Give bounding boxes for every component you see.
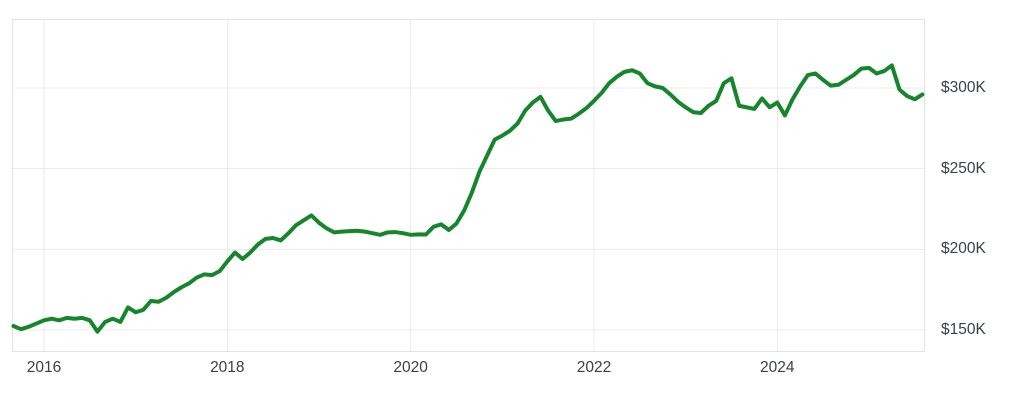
price-line-series [11, 63, 925, 334]
plot-border [12, 19, 925, 352]
